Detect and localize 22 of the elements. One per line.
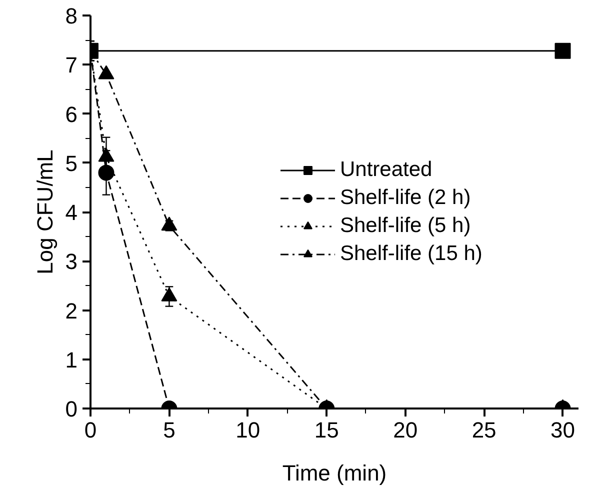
legend-label: Shelf-life (2 h): [340, 185, 471, 211]
y-tick-label: 4: [65, 200, 78, 225]
x-tick-label: 25: [472, 418, 496, 442]
y-axis-title: Log CFU/mL: [32, 150, 58, 274]
x-tick-label: 30: [550, 418, 576, 442]
x-tick-label: 10: [236, 418, 260, 442]
x-tick-label: 20: [393, 418, 418, 442]
legend-label: Shelf-life (5 h): [340, 213, 471, 239]
y-tick-label: 2: [65, 298, 78, 324]
y-tick-label: 1: [65, 347, 78, 372]
y-tick-label: 8: [65, 4, 78, 28]
legend-label: Untreated: [340, 157, 432, 183]
y-tick-label: 0: [65, 396, 78, 422]
x-tick-label: 15: [314, 418, 339, 442]
x-tick-label: 0: [84, 418, 97, 442]
x-tick-label: 5: [163, 418, 176, 442]
x-axis-title: Time (min): [282, 460, 387, 486]
y-tick-label: 6: [65, 102, 78, 127]
y-tick-label: 3: [65, 249, 78, 274]
legend-label: Shelf-life (15 h): [340, 241, 482, 267]
y-tick-label: 5: [65, 150, 78, 176]
y-tick-label: 7: [65, 52, 78, 78]
